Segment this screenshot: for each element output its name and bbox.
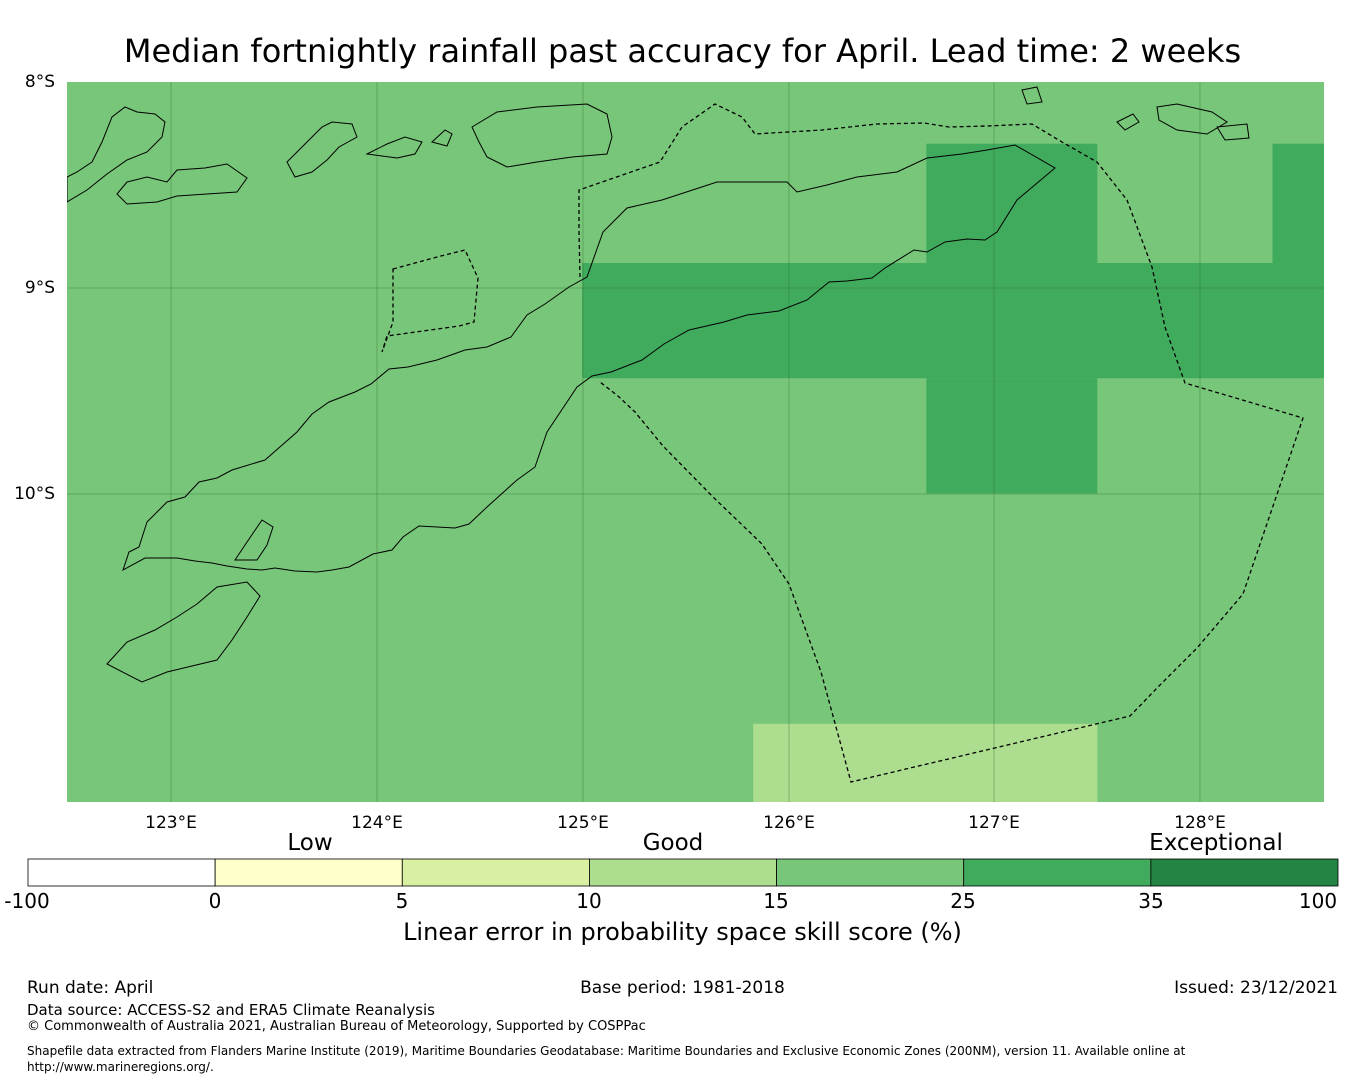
cbar-tick: 10 xyxy=(576,889,602,913)
cbar-tick: 5 xyxy=(395,889,409,913)
graticule xyxy=(67,82,1324,802)
skill-cell xyxy=(1272,143,1324,264)
semau-coast xyxy=(234,519,274,561)
map-title: Median fortnightly rainfall past accurac… xyxy=(123,32,1242,70)
lon-label-128e: 128°E xyxy=(1174,813,1226,833)
lat-label-8s: 8°S xyxy=(24,72,55,92)
cbar-tick: 25 xyxy=(950,889,976,913)
cbar-tick: 35 xyxy=(1138,889,1164,913)
flores-east-coast xyxy=(67,106,166,203)
timor-island-coast xyxy=(122,144,1056,573)
skill-cell xyxy=(926,143,1098,264)
skill-cell xyxy=(926,378,1098,494)
copyright: © Commonwealth of Australia 2021, Austra… xyxy=(27,1019,646,1034)
lon-label-125e: 125°E xyxy=(557,813,609,833)
issued-date: Issued: 23/12/2021 xyxy=(1174,978,1338,998)
colorbar-segment xyxy=(589,858,777,887)
small-islets-north xyxy=(365,129,453,159)
coastlines xyxy=(67,86,1250,683)
colorbar-label: Linear error in probability space skill … xyxy=(403,918,962,946)
colorbar-segment xyxy=(776,858,965,887)
lat-label-10s: 10°S xyxy=(14,484,55,504)
run-date: Run date: April xyxy=(27,978,154,998)
cbar-tick: 0 xyxy=(208,889,222,913)
lat-label-9s: 9°S xyxy=(24,278,55,298)
cbar-tick: 100 xyxy=(1298,889,1338,913)
rainfall-skill-map xyxy=(67,82,1324,802)
pantar-island-coast xyxy=(286,121,358,178)
skill-cell xyxy=(753,723,1098,802)
cbar-tick: -100 xyxy=(4,889,50,913)
lon-label-127e: 127°E xyxy=(968,813,1020,833)
cbar-tick: 15 xyxy=(763,889,789,913)
base-period: Base period: 1981-2018 xyxy=(580,978,785,998)
kisar-coast xyxy=(1021,86,1043,105)
category-low: Low xyxy=(287,830,333,856)
skill-cell xyxy=(582,263,1324,379)
colorbar-segment xyxy=(214,858,403,887)
shapefile-credit: Shapefile data extracted from Flanders M… xyxy=(27,1044,1186,1074)
skill-cell xyxy=(1097,143,1273,257)
colorbar xyxy=(27,858,1339,887)
colorbar-segment xyxy=(1150,858,1339,887)
wetar-island-coast xyxy=(471,103,613,168)
roti-coast xyxy=(106,581,261,683)
category-exceptional: Exceptional xyxy=(1149,830,1283,856)
colorbar-segment xyxy=(401,858,590,887)
eez-boundary xyxy=(381,103,1304,783)
lon-label-124e: 124°E xyxy=(351,813,403,833)
lon-label-126e: 126°E xyxy=(763,813,815,833)
colorbar-segment xyxy=(963,858,1152,887)
lon-label-123e: 123°E xyxy=(145,813,197,833)
leti-coast xyxy=(1116,103,1250,141)
data-source: Data source: ACCESS-S2 and ERA5 Climate … xyxy=(27,1001,435,1019)
colorbar-segment xyxy=(27,858,216,887)
alor-island-coast xyxy=(116,163,248,205)
category-good: Good xyxy=(642,830,704,856)
skill-cells xyxy=(582,143,1324,802)
